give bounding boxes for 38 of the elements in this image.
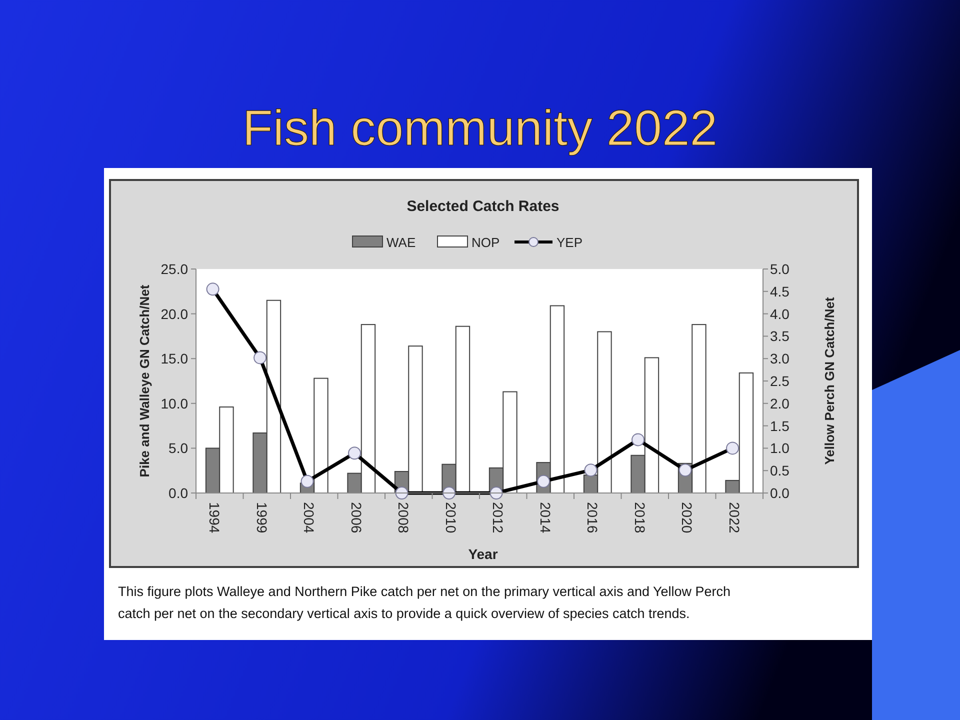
text: This figure plots Walleye and Northern Pike catch per net on the primary vertical axis and Yellow Perch catch per net on the secondary vertical axis to provide a quick overview of species catch trends. [118,584,731,621]
legend-label: WAE [386,235,416,250]
y-axis-title: Pike and Walleye GN Catch/Net [137,284,152,478]
y2-tick-label: 2.0 [770,395,790,412]
x-tick-label: 2018 [632,502,648,534]
chart-title: Fish community 2022 [242,100,718,156]
legend-label: YEP [556,235,583,250]
y-tick-label: 25.0 [160,261,188,277]
x-tick-label: 1999 [254,502,270,534]
y2-tick-label: 3.5 [770,328,790,344]
y2-axis-title: Yellow Perch GN Catch/Net [822,296,837,465]
y-tick-label: 0.0 [168,485,188,501]
chart-subtitle: Selected Catch Rates [406,198,560,215]
x-axis-title: Year [468,546,498,562]
y2-tick-label: 0.5 [770,462,790,479]
y-tick-label: 15.0 [160,350,188,367]
x-tick-label: 2012 [490,502,506,534]
y2-tick-label: 0.0 [770,485,790,501]
y2-tick-label: 5.0 [770,261,790,277]
x-tick-label: 2022 [726,502,742,534]
y2-tick-label: 1.5 [770,418,790,434]
y2-tick-label: 4.5 [770,283,790,300]
x-tick-label: 2010 [442,502,459,534]
x-tick-label: 2014 [537,502,554,534]
y-tick-label: 5.0 [168,440,188,456]
legend-label: NOP [472,235,500,250]
y2-tick-label: 4.0 [770,306,790,322]
y2-tick-label: 1.0 [770,440,790,456]
y-tick-label: 20.0 [160,306,188,322]
x-tick-label: 2008 [396,502,412,534]
x-tick-label: 2016 [584,502,601,534]
y-tick-label: 10.0 [160,395,188,412]
y2-tick-label: 3.0 [770,350,790,367]
x-tick-label: 2020 [679,502,696,534]
x-tick-label: 1994 [206,502,223,534]
y2-tick-label: 2.5 [770,373,790,389]
x-tick-label: 2006 [348,502,364,534]
x-tick-label: 2004 [301,502,318,534]
